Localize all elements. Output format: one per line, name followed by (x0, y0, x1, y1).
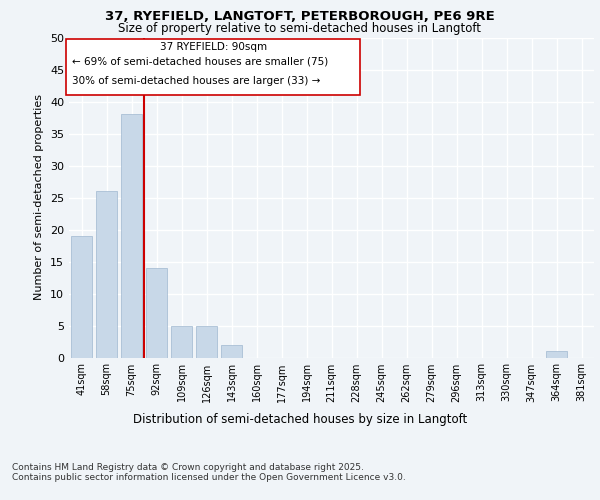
Bar (146, 268, 167, 358)
Bar (96, 191, 117, 358)
Bar (71, 236, 92, 358)
FancyBboxPatch shape (67, 39, 361, 95)
Bar (121, 114, 142, 358)
Text: 37 RYEFIELD: 90sqm: 37 RYEFIELD: 90sqm (160, 42, 267, 52)
Y-axis label: Number of semi-detached properties: Number of semi-detached properties (34, 94, 44, 300)
Text: 37, RYEFIELD, LANGTOFT, PETERBOROUGH, PE6 9RE: 37, RYEFIELD, LANGTOFT, PETERBOROUGH, PE… (105, 10, 495, 23)
Text: Distribution of semi-detached houses by size in Langtoft: Distribution of semi-detached houses by … (133, 412, 467, 426)
Text: Size of property relative to semi-detached houses in Langtoft: Size of property relative to semi-detach… (119, 22, 482, 35)
Text: ← 69% of semi-detached houses are smaller (75): ← 69% of semi-detached houses are smalle… (71, 56, 328, 66)
Bar (221, 344, 242, 358)
Text: 30% of semi-detached houses are larger (33) →: 30% of semi-detached houses are larger (… (71, 76, 320, 86)
Text: Contains public sector information licensed under the Open Government Licence v3: Contains public sector information licen… (12, 472, 406, 482)
Bar (546, 351, 567, 358)
Bar (196, 326, 217, 358)
Bar (171, 326, 192, 358)
Text: Contains HM Land Registry data © Crown copyright and database right 2025.: Contains HM Land Registry data © Crown c… (12, 462, 364, 471)
